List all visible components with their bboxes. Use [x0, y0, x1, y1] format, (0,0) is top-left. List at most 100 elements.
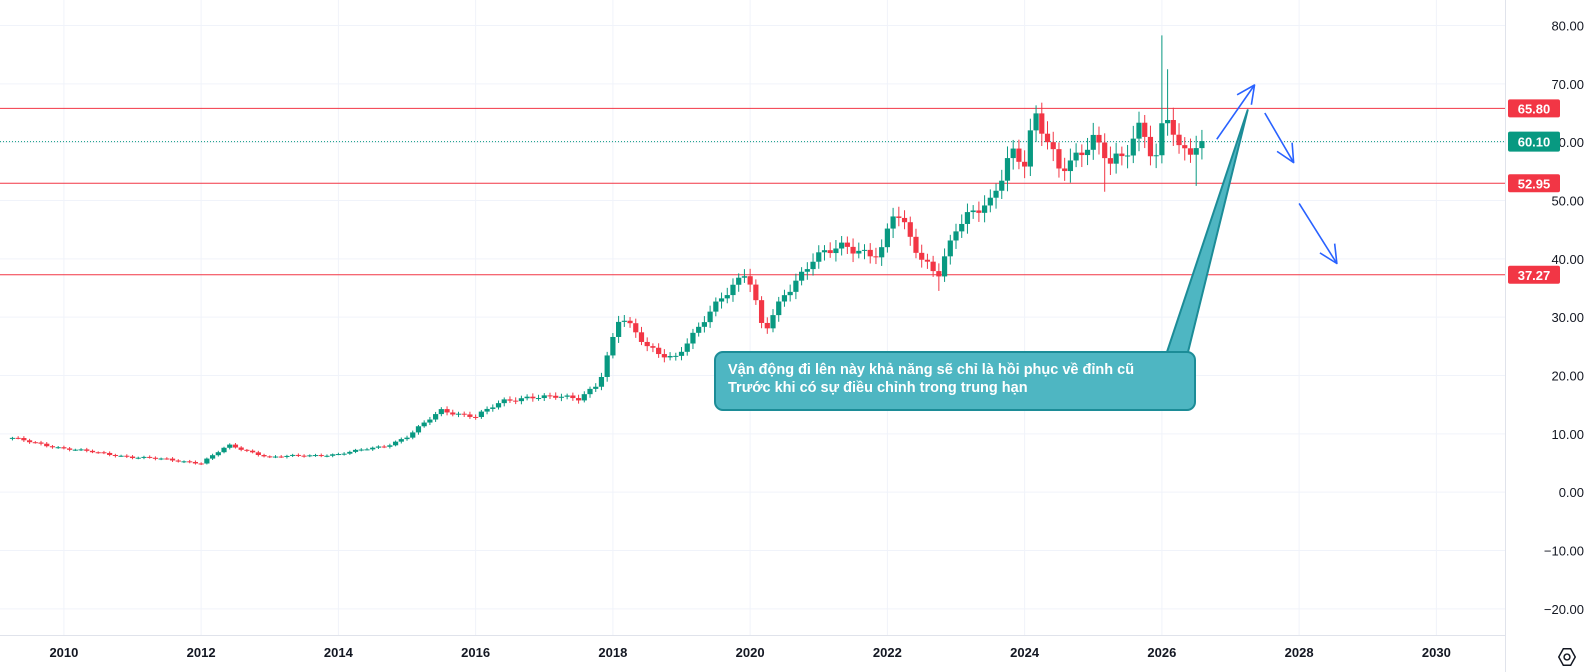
candle: [1102, 133, 1108, 192]
y-tick-label: 40.00: [1551, 252, 1584, 267]
candle: [1182, 137, 1188, 161]
candle: [593, 383, 599, 392]
candle-body: [1090, 134, 1096, 150]
candle: [38, 440, 44, 446]
candle: [404, 435, 410, 441]
candle: [1062, 157, 1068, 181]
x-axis[interactable]: 2010 2012 2014 2016 2018 2020 2022 2024 2026 2028…: [49, 645, 1450, 660]
candle: [341, 452, 347, 456]
candle: [804, 262, 810, 280]
candle: [1113, 142, 1119, 174]
candle-body: [941, 256, 948, 277]
candle-body: [593, 386, 599, 389]
candle-body: [610, 336, 616, 356]
candle-body: [455, 413, 462, 415]
candle-body: [976, 210, 982, 213]
candle-body: [907, 222, 913, 237]
candle: [541, 393, 547, 401]
candle: [976, 201, 982, 222]
candle-body: [1124, 155, 1131, 157]
candle: [135, 456, 141, 460]
candle-body: [147, 456, 153, 458]
candle: [598, 372, 605, 391]
candle-body: [158, 458, 164, 460]
candle: [238, 446, 244, 452]
candle-body: [1193, 148, 1199, 155]
candle-body: [192, 461, 199, 464]
price-labels: 65.80 52.95 37.27 60.10: [1508, 99, 1560, 284]
candle-body: [524, 396, 530, 399]
candle: [1199, 129, 1205, 160]
candle: [1027, 118, 1033, 177]
candle-body: [558, 396, 565, 398]
candle: [1039, 102, 1045, 147]
candle: [690, 328, 696, 350]
candle: [187, 459, 193, 464]
candle: [833, 239, 839, 262]
candle: [209, 453, 216, 461]
candle-body: [129, 456, 136, 459]
candle: [936, 263, 942, 291]
candle: [1016, 139, 1022, 170]
candle-body: [421, 422, 427, 427]
candle-body: [370, 447, 376, 450]
gear-icon[interactable]: [1556, 646, 1578, 668]
candle: [107, 451, 113, 457]
candle-body: [1113, 153, 1119, 164]
candle-body: [964, 212, 971, 224]
x-tick-label: 2030: [1422, 645, 1451, 660]
candle-body: [696, 326, 702, 333]
candle: [879, 239, 885, 266]
candle: [530, 393, 536, 402]
candle-body: [667, 356, 673, 358]
candle-body: [272, 456, 279, 458]
candle: [1147, 125, 1154, 166]
candle: [227, 443, 233, 450]
candle: [581, 391, 587, 403]
candle: [244, 448, 250, 453]
candle-body: [730, 284, 736, 296]
candle-body: [404, 437, 410, 440]
y-tick-label: −20.00: [1544, 602, 1584, 617]
candle: [816, 245, 822, 269]
candle-body: [936, 271, 942, 277]
candle: [1073, 143, 1079, 168]
candle-body: [633, 323, 639, 333]
candle-body: [604, 355, 610, 377]
candle: [1176, 123, 1182, 154]
candle-body: [61, 447, 67, 449]
candle-body: [387, 445, 393, 447]
candle: [152, 456, 158, 461]
candle-body: [392, 441, 399, 446]
candle: [781, 289, 788, 307]
candle: [901, 210, 908, 230]
y-axis[interactable]: 80.0070.0060.0050.0040.0030.0020.0010.00…: [1544, 19, 1584, 617]
candle-body: [301, 455, 307, 457]
candle-body: [1050, 142, 1056, 150]
candle: [267, 455, 273, 459]
candle-body: [290, 454, 296, 456]
candle: [787, 284, 793, 302]
candle: [312, 453, 319, 457]
candle-body: [1176, 134, 1182, 146]
candle: [147, 455, 153, 459]
candle: [1090, 122, 1096, 160]
arrow-shaft: [1298, 202, 1338, 264]
last-price-label: 60.10: [1518, 135, 1551, 150]
candle-body: [501, 399, 507, 404]
candle: [861, 244, 868, 260]
candle: [232, 443, 239, 449]
candle: [930, 255, 936, 277]
candle: [678, 347, 685, 361]
candle-body: [839, 242, 845, 249]
candle-body: [1039, 113, 1045, 134]
candle-body: [398, 439, 404, 442]
candle-body: [598, 376, 605, 387]
candle-body: [959, 223, 965, 232]
candle-body: [564, 395, 570, 397]
candle: [1044, 121, 1051, 150]
candle-body: [861, 249, 868, 251]
candle: [661, 349, 667, 363]
candle: [181, 460, 187, 464]
